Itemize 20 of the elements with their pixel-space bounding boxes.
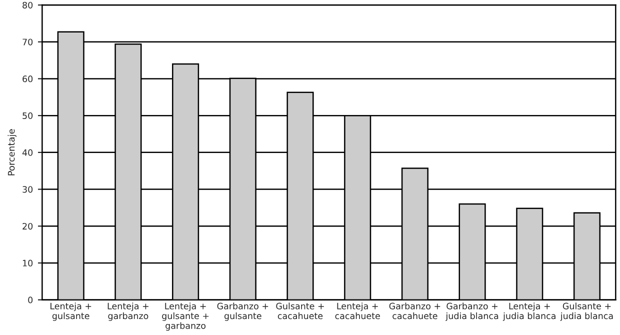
y-tick-label: 30 [22,186,33,193]
y-tick-label: 20 [22,222,33,230]
y-tick-label: 80 [22,2,33,8]
y-tick-label: 50 [22,112,33,120]
y-tick-label: 10 [22,260,33,266]
x-tick-label: Garbanzo + judia blanca [446,302,498,321]
x-tick-label: Lenteja + gulsante + garbanzo [162,302,209,331]
y-tick-label: 70 [22,38,33,46]
x-tick-label: Garbanzo + cacahuete [389,302,440,320]
y-tick-label: 0 [28,296,33,304]
y-tick-label: 60 [22,76,33,82]
y-tick-label: 40 [22,149,33,156]
x-tick-label: Lenteja + gulsante [50,302,92,321]
x-tick-label: Lenteja + judia blanca [502,302,556,321]
x-tick-label: Garbanzo + gulsante [217,302,268,321]
x-tick-label: Gulsante + judia blanca [560,302,613,321]
y-axis-title: Porcentaje [8,129,16,176]
x-tick-label: Lenteja + cacahuete [335,302,380,320]
x-tick-label: Gulsante + cacahuete [276,302,324,320]
x-tick-label: Lenteja + garbanzo [108,302,148,321]
